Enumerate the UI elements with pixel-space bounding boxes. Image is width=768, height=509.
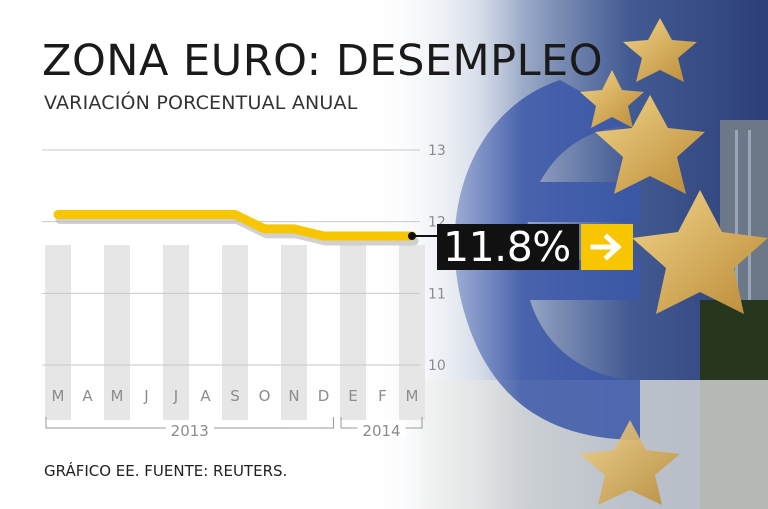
x-tick-label: A — [82, 387, 93, 405]
series-line — [53, 210, 417, 241]
x-tick-label: O — [259, 387, 271, 405]
last-point-marker — [408, 232, 416, 240]
month-column — [163, 245, 189, 420]
chart-title: ZONA EURO: DESEMPLEO — [42, 36, 604, 86]
year-label: 2013 — [171, 422, 209, 440]
y-tick-label: 13 — [428, 143, 446, 159]
series-lines — [53, 210, 437, 246]
chart-subtitle: VARIACIÓN PORCENTUAL ANUAL — [44, 92, 358, 114]
month-column — [281, 245, 307, 420]
x-tick-label: M — [111, 387, 124, 405]
year-brackets: 2013 2014 — [45, 417, 423, 440]
source-note: GRÁFICO EE. FUENTE: REUTERS. — [44, 462, 288, 480]
x-tick-label: A — [200, 387, 211, 405]
month-column — [399, 245, 425, 420]
month-column — [45, 245, 71, 420]
x-tick-label: J — [173, 387, 178, 405]
month-column — [222, 245, 248, 420]
x-tick-label: J — [143, 387, 148, 405]
year-label-background — [357, 420, 406, 438]
y-tick-label: 10 — [428, 358, 446, 374]
x-tick-label: M — [52, 387, 65, 405]
x-tick-label: E — [348, 387, 357, 405]
y-tick-label: 11 — [428, 286, 446, 302]
latest-value-callout: 11.8% — [437, 224, 633, 270]
x-tick-label: M — [406, 387, 419, 405]
x-tick-label: N — [288, 387, 299, 405]
year-label: 2014 — [362, 422, 400, 440]
month-column — [340, 245, 366, 420]
x-tick-label: D — [318, 387, 330, 405]
x-tick-label: S — [230, 387, 240, 405]
month-column — [104, 245, 130, 420]
arrow-right-icon — [580, 224, 633, 270]
x-tick-label: F — [378, 387, 387, 405]
year-label-background — [165, 420, 214, 438]
month-columns — [45, 245, 425, 420]
latest-value-label: 11.8% — [437, 224, 579, 270]
